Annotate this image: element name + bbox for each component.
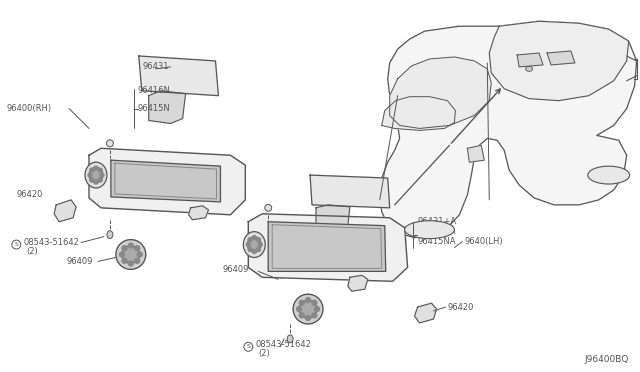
Text: 96420: 96420 (17, 190, 43, 199)
Text: 96409: 96409 (66, 257, 93, 266)
Polygon shape (467, 145, 484, 162)
Ellipse shape (314, 307, 319, 312)
Ellipse shape (259, 243, 262, 247)
Polygon shape (139, 56, 218, 96)
Ellipse shape (287, 335, 293, 343)
Ellipse shape (305, 298, 310, 303)
Polygon shape (189, 206, 209, 220)
Text: 96409: 96409 (223, 265, 249, 274)
Ellipse shape (312, 313, 317, 318)
Ellipse shape (94, 166, 98, 170)
Polygon shape (517, 53, 543, 67)
Text: (2): (2) (26, 247, 38, 256)
Polygon shape (348, 275, 368, 291)
Ellipse shape (98, 168, 102, 172)
Polygon shape (390, 57, 492, 128)
Ellipse shape (293, 294, 323, 324)
Ellipse shape (89, 167, 103, 183)
Text: S: S (14, 242, 19, 247)
Polygon shape (380, 21, 637, 238)
Polygon shape (268, 222, 386, 271)
Ellipse shape (257, 247, 260, 251)
Polygon shape (489, 21, 628, 101)
Polygon shape (148, 91, 186, 124)
Ellipse shape (312, 300, 317, 305)
Ellipse shape (100, 173, 104, 177)
Ellipse shape (120, 252, 124, 257)
Ellipse shape (247, 237, 261, 253)
Text: 96416N: 96416N (138, 86, 171, 95)
Text: 96431+A: 96431+A (417, 217, 457, 226)
Text: (2): (2) (259, 349, 270, 358)
Ellipse shape (525, 66, 532, 71)
Polygon shape (54, 200, 76, 222)
Polygon shape (547, 51, 575, 65)
Text: 08543-51642: 08543-51642 (255, 340, 311, 349)
Ellipse shape (85, 162, 107, 188)
Ellipse shape (90, 178, 93, 182)
Ellipse shape (122, 246, 127, 251)
Polygon shape (381, 97, 456, 131)
Ellipse shape (90, 168, 93, 172)
Text: 96431: 96431 (143, 62, 169, 71)
Text: 08543-51642: 08543-51642 (23, 238, 79, 247)
Ellipse shape (296, 307, 301, 312)
Text: 96415NA: 96415NA (417, 237, 456, 246)
Ellipse shape (246, 243, 250, 247)
Ellipse shape (116, 240, 146, 269)
Ellipse shape (138, 252, 142, 257)
Ellipse shape (248, 247, 252, 251)
Text: 96416NA: 96416NA (417, 227, 456, 236)
Ellipse shape (300, 313, 304, 318)
Ellipse shape (252, 235, 256, 240)
Ellipse shape (107, 231, 113, 238)
Ellipse shape (122, 246, 140, 263)
Ellipse shape (98, 178, 102, 182)
Text: 96400(RH): 96400(RH) (6, 104, 51, 113)
Polygon shape (415, 303, 436, 323)
Ellipse shape (257, 238, 260, 242)
Ellipse shape (134, 258, 140, 263)
Ellipse shape (94, 180, 98, 184)
Polygon shape (310, 175, 390, 208)
Polygon shape (89, 148, 245, 215)
Ellipse shape (134, 246, 140, 251)
Ellipse shape (129, 261, 133, 266)
Ellipse shape (106, 140, 113, 147)
Text: 9640(LH): 9640(LH) (465, 237, 503, 246)
Ellipse shape (299, 300, 317, 318)
Text: 96420: 96420 (447, 302, 474, 312)
Ellipse shape (265, 204, 272, 211)
Ellipse shape (129, 243, 133, 248)
Text: S: S (246, 344, 250, 349)
Ellipse shape (243, 232, 265, 257)
Polygon shape (111, 160, 220, 202)
Ellipse shape (404, 221, 454, 238)
Ellipse shape (300, 300, 304, 305)
Ellipse shape (588, 166, 630, 184)
Ellipse shape (252, 250, 256, 253)
Ellipse shape (248, 238, 252, 242)
Ellipse shape (122, 258, 127, 263)
Polygon shape (316, 205, 350, 228)
Ellipse shape (88, 173, 92, 177)
Polygon shape (248, 214, 408, 281)
Text: 96415N: 96415N (138, 104, 170, 113)
Text: J96400BQ: J96400BQ (584, 355, 628, 364)
Ellipse shape (305, 315, 310, 321)
